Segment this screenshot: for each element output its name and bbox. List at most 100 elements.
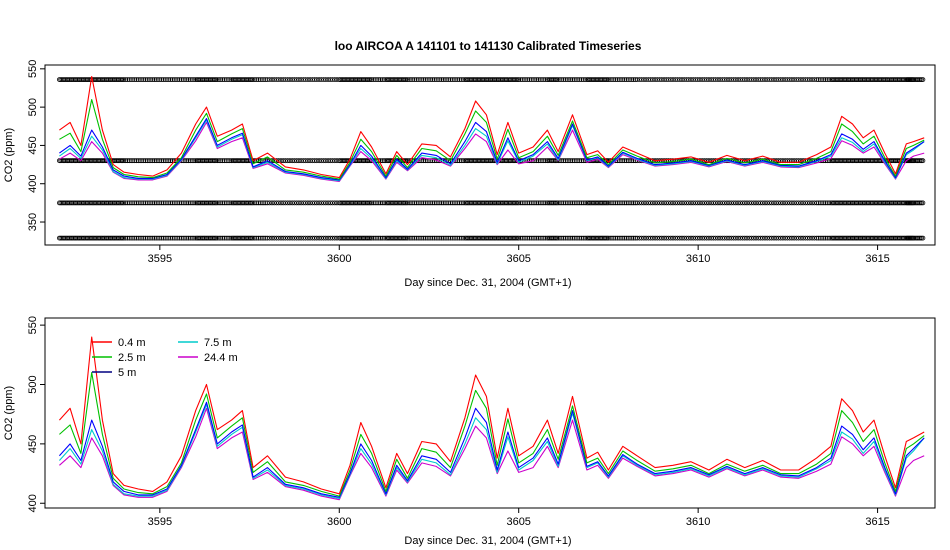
top-ref-point <box>159 77 165 82</box>
top-ref-point <box>650 200 656 206</box>
top-ref-point <box>135 77 141 82</box>
top-ref-point <box>663 235 669 241</box>
top-ref-point <box>690 235 696 241</box>
top-ref-point <box>269 235 275 241</box>
top-ref-point <box>746 200 752 206</box>
top-ref-point <box>717 77 723 82</box>
top-ref-point <box>807 77 813 82</box>
top-ref-point <box>760 235 766 241</box>
top-ref-point <box>737 77 743 82</box>
top-ref-point <box>675 235 680 241</box>
top-ref-point <box>537 200 543 206</box>
legend-label: 0.4 m <box>118 337 146 349</box>
top-ref-point <box>675 200 680 206</box>
top-ref-point <box>728 235 734 241</box>
top-ref-point <box>534 158 540 164</box>
top-ref-point <box>920 77 926 82</box>
top-series-2-5-m <box>59 98 925 180</box>
top-ref-point <box>666 158 671 164</box>
top-ref-point <box>641 235 647 241</box>
bottom-plot-marks <box>58 336 925 501</box>
top-ref-point <box>711 77 716 82</box>
top-ref-point <box>737 158 743 164</box>
top-ref-point <box>695 200 701 206</box>
top-ref-point <box>150 77 156 82</box>
top-ref-point <box>798 235 804 241</box>
top-ref-point <box>376 77 382 82</box>
top-ref-point <box>316 235 322 241</box>
top-series-0-4-m <box>59 75 925 179</box>
bottom-panel: 3595 3600 3605 3610 3615 400 450 500 550 0.4 m 2… <box>3 316 936 547</box>
top-ref-point <box>439 235 445 241</box>
top-ref-point <box>152 200 157 206</box>
top-ref-point <box>722 200 727 206</box>
top-ref-point <box>280 200 286 206</box>
top-ref-point <box>543 200 548 206</box>
top-ref-point <box>607 77 613 82</box>
top-ref-point <box>686 77 692 82</box>
top-ref-point <box>684 235 689 241</box>
top-ref-point <box>525 235 531 241</box>
top-ref-point <box>771 235 777 241</box>
top-ref-point <box>566 158 572 164</box>
top-ref-point <box>702 235 707 241</box>
top-ref-point <box>650 235 656 241</box>
top-ref-point <box>823 77 828 82</box>
top-ref-point <box>659 200 665 206</box>
top-ref-point <box>769 235 775 241</box>
top-ref-point <box>616 77 622 82</box>
top-ref-point <box>121 200 127 206</box>
top-ref-point <box>749 77 754 82</box>
top-ref-point <box>634 77 640 82</box>
top-ref-point <box>737 200 743 206</box>
top-ref-point <box>618 235 624 241</box>
top-ref-point <box>629 235 635 241</box>
top-ref-point <box>168 158 174 164</box>
top-ref-point <box>773 200 779 206</box>
top-ref-point <box>269 158 275 164</box>
top-ref-point <box>704 235 710 241</box>
top-ref-point <box>184 77 190 82</box>
top-ref-point <box>280 158 286 164</box>
top-ref-point <box>269 200 275 206</box>
top-ref-point <box>919 158 924 164</box>
top-ref-point <box>191 200 197 206</box>
top-ref-point <box>631 200 636 206</box>
top-ref-point <box>137 158 143 164</box>
bottom-x-axis: 3595 3600 3605 3610 3615 <box>148 508 890 528</box>
top-ref-point <box>794 235 799 241</box>
top-ref-point <box>327 200 333 206</box>
top-ref-point <box>693 200 698 206</box>
top-ref-point <box>137 200 143 206</box>
top-ref-point <box>532 77 538 82</box>
top-ref-point <box>798 200 804 206</box>
top-ref-point <box>120 200 125 206</box>
top-ref-point <box>679 200 685 206</box>
top-ref-point <box>135 158 141 164</box>
top-ref-point <box>182 200 188 206</box>
top-ref-point <box>555 200 561 206</box>
top-ref-point <box>616 158 622 164</box>
top-ref-point <box>276 77 282 82</box>
top-ref-point <box>307 158 313 164</box>
top-ref-point <box>367 200 373 206</box>
top-ref-point <box>726 200 732 206</box>
top-ref-point <box>157 77 163 82</box>
top-ref-point <box>265 235 270 241</box>
top-ref-point <box>579 235 584 241</box>
top-ref-point <box>285 77 291 82</box>
chart-title: loo AIRCOA A 141101 to 141130 Calibrated… <box>335 39 642 53</box>
top-ref-point <box>296 158 302 164</box>
top-ref-point <box>648 200 653 206</box>
top-ref-point <box>216 77 222 82</box>
top-ref-point <box>809 77 815 82</box>
top-ref-point <box>166 200 172 206</box>
top-ref-point <box>415 77 421 82</box>
top-ref-point <box>321 77 327 82</box>
top-ref-point <box>686 235 692 241</box>
top-ref-point <box>227 235 233 241</box>
top-ref-point <box>314 77 320 82</box>
top-ref-point <box>690 200 696 206</box>
top-ref-point <box>675 77 680 82</box>
